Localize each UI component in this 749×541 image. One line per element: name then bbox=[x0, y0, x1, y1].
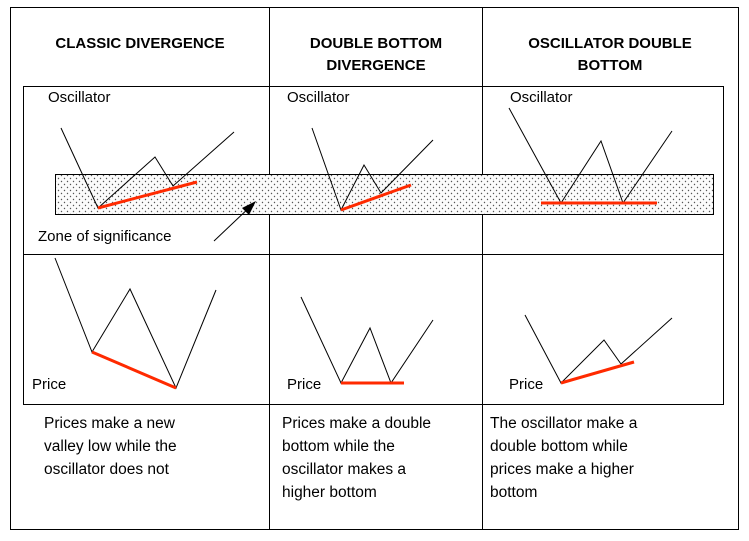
chart-box bbox=[23, 86, 724, 405]
col2-oscillator-label: Oscillator bbox=[287, 89, 350, 106]
col3-oscillator-label: Oscillator bbox=[510, 89, 573, 106]
col2-price-label: Price bbox=[287, 376, 322, 393]
zone-pointer-arrowhead bbox=[242, 201, 256, 215]
col3-price-trendline bbox=[560, 360, 635, 385]
col2-oscillator-line bbox=[311, 127, 434, 212]
col1-oscillator-trendline bbox=[97, 180, 198, 210]
header-double-bottom-divergence: DOUBLE BOTTOM DIVERGENCE bbox=[309, 35, 443, 74]
col3-oscillator-line bbox=[508, 107, 673, 205]
col1-oscillator-line bbox=[60, 127, 235, 209]
header-classic-divergence: CLASSIC DIVERGENCE bbox=[55, 35, 225, 52]
col1-caption: Prices make a new valley low while the o… bbox=[44, 415, 177, 478]
header-oscillator-double-bottom: OSCILLATOR DOUBLE BOTTOM bbox=[528, 35, 692, 74]
zone-of-significance-label: Zone of significance bbox=[38, 228, 172, 245]
col3-caption: The oscillator make a double bottom whil… bbox=[490, 415, 638, 501]
col1-price-label: Price bbox=[32, 376, 67, 393]
outer-frame bbox=[10, 7, 739, 530]
col3-price-line bbox=[524, 314, 673, 384]
col3-price-label: Price bbox=[509, 376, 544, 393]
col1-price-trendline bbox=[91, 350, 177, 390]
col2-price-line bbox=[300, 296, 434, 385]
col1-oscillator-label: Oscillator bbox=[48, 89, 111, 106]
col2-oscillator-trendline bbox=[340, 183, 412, 212]
col2-caption: Prices make a double bottom while the os… bbox=[282, 415, 432, 501]
col1-price-line bbox=[54, 257, 217, 390]
